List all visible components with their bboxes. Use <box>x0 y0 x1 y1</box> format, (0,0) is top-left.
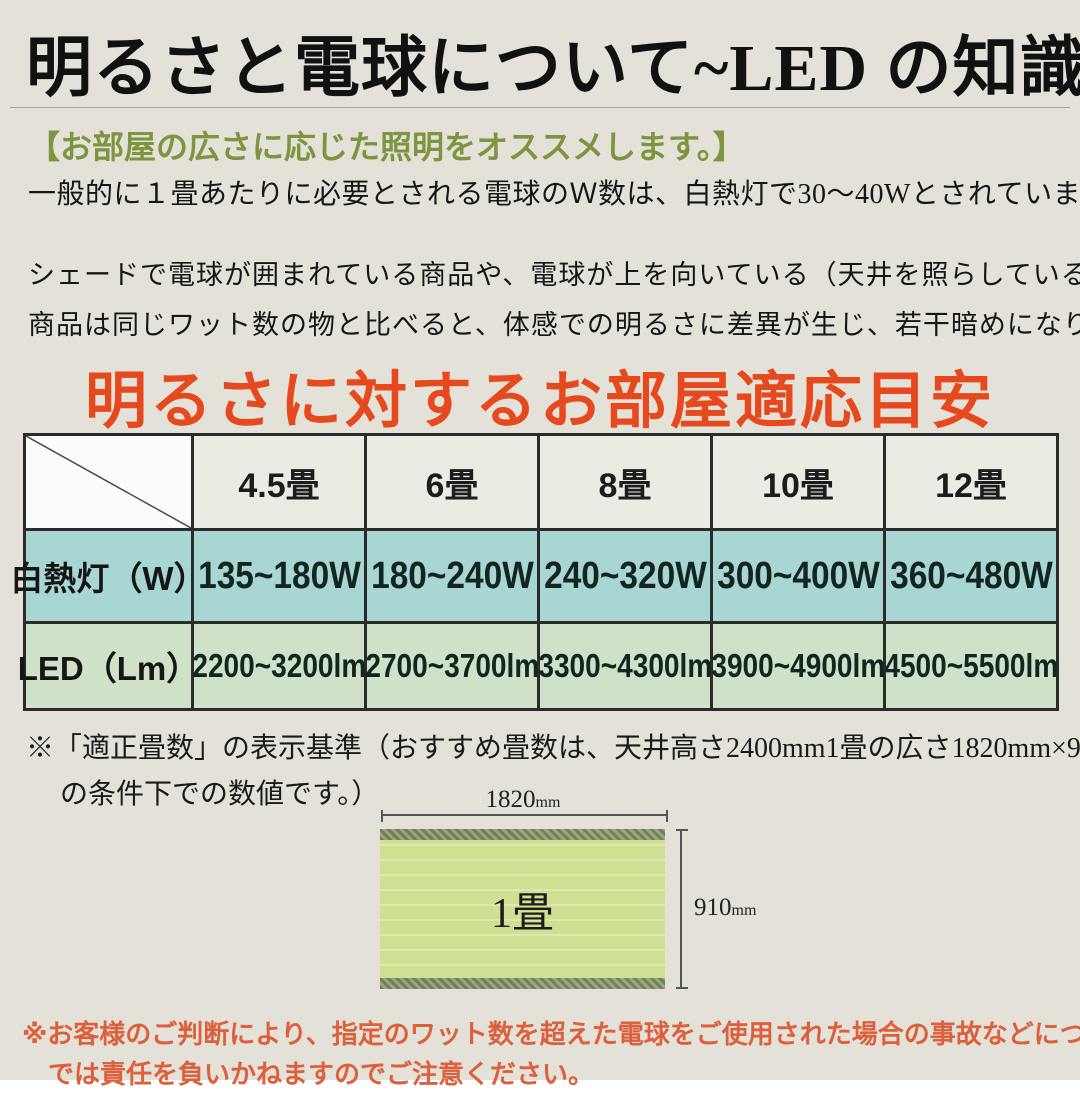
intro-line: 一般的に１畳あたりに必要とされる電球のＷ数は、白熱灯で30～40Wとされています… <box>28 179 1080 210</box>
tatami-mat-label: 1畳 <box>490 890 554 937</box>
column-header: 10畳 <box>713 436 883 528</box>
table-cell-lumen: 2200~3200lm <box>192 624 366 708</box>
table-cell-watt: 300~400W <box>713 531 883 621</box>
table-cell-watt: 135~180W <box>194 531 364 621</box>
diagonal-line <box>26 436 191 528</box>
table-cell-watt: 180~240W <box>367 531 537 621</box>
shade-paragraph: シェードで電球が囲まれている商品や、電球が上を向いている（天井を照らしている） … <box>28 250 1080 350</box>
column-header: 4.5畳 <box>194 436 364 528</box>
standard-note-line1: ※「適正畳数」の表示基準（おすすめ畳数は、天井高さ2400mm1畳の広さ1820… <box>26 733 1080 764</box>
height-measure-line <box>676 829 688 989</box>
standard-note-line2: の条件下での数値です。） <box>60 779 380 810</box>
shade-paragraph-line2: 商品は同じワット数の物と比べると、体感での明るさに差異が生じ、若干暗めになります… <box>28 310 1080 340</box>
width-measure-label: 1820mm <box>485 786 561 813</box>
column-header: 6畳 <box>367 436 537 528</box>
row-label-led: LED（Lm） <box>18 624 199 708</box>
table-cell-watt: 360~480W <box>886 531 1056 621</box>
row-label-incandescent: 白熱灯（W） <box>10 531 207 621</box>
tatami-mat-diagram: 1畳 <box>380 829 665 989</box>
height-measure-label: 910mm <box>694 894 757 921</box>
table-corner-cell <box>26 436 191 528</box>
table-cell-lumen: 2700~3700lm <box>365 624 539 708</box>
shade-paragraph-line1: シェードで電球が囲まれている商品や、電球が上を向いている（天井を照らしている） <box>28 260 1080 290</box>
table-cell-lumen: 4500~5500lm <box>884 624 1058 708</box>
brightness-table: 4.5畳 6畳 8畳 10畳 12畳 白熱灯（W） 135~180W 180~2… <box>10 433 1059 711</box>
title-divider <box>10 107 1070 108</box>
page-title: 明るさと電球について~LED の知識 <box>26 32 1080 105</box>
table-cell-lumen: 3900~4900lm <box>711 624 885 708</box>
disclaimer-line2: では責任を負いかねますのでご注意ください。 <box>48 1059 595 1089</box>
column-header: 8畳 <box>540 436 710 528</box>
width-measure-line <box>381 810 668 822</box>
tatami-edge-band-top <box>380 829 665 840</box>
table-cell-lumen: 3300~4300lm <box>538 624 712 708</box>
disclaimer-line1: ※お客様のご判断により、指定のワット数を超えた電球をご使用された場合の事故などに… <box>22 1019 1080 1049</box>
disclaimer-note: ※お客様のご判断により、指定のワット数を超えた電球をご使用された場合の事故などに… <box>22 1014 1080 1094</box>
tatami-edge-band-bottom <box>380 978 665 989</box>
recommend-heading: 【お部屋の広さに応じた照明をオススメします。】 <box>28 129 745 165</box>
section-heading: 明るさに対するお部屋適応目安 <box>84 367 995 436</box>
column-header: 12畳 <box>886 436 1056 528</box>
standard-note: ※「適正畳数」の表示基準（おすすめ畳数は、天井高さ2400mm1畳の広さ1820… <box>26 726 1080 818</box>
table-cell-watt: 240~320W <box>540 531 710 621</box>
